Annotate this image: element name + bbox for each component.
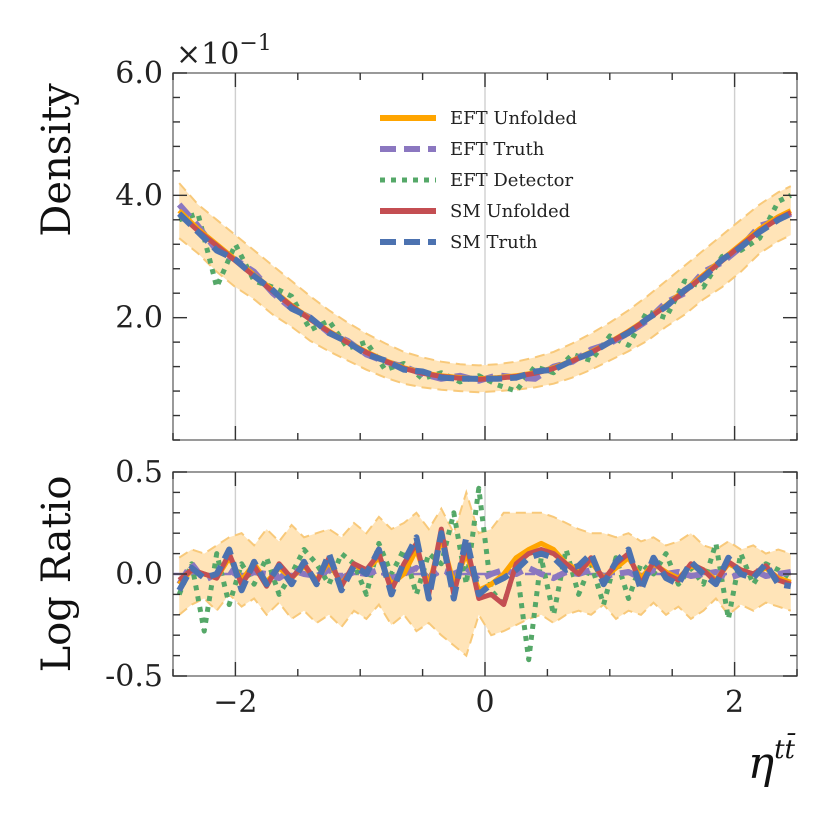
bottom-ytick-label: 0.0 bbox=[115, 557, 163, 592]
top-multiplier-exponent: −1 bbox=[239, 31, 271, 56]
x-axis-label: ηtt̄ bbox=[748, 732, 796, 789]
legend-label-eft-truth: EFT Truth bbox=[450, 139, 545, 160]
top-multiplier-base: ×10 bbox=[176, 37, 239, 72]
top-series-sm-truth bbox=[177, 211, 793, 382]
bottom-y-tick-labels: -0.5 0.0 0.5 bbox=[105, 455, 163, 694]
x-tick-label: 0 bbox=[475, 685, 494, 720]
top-ytick-label: 6.0 bbox=[115, 56, 163, 91]
legend-label-sm-truth: SM Truth bbox=[450, 232, 538, 253]
bottom-ytick-label: 0.5 bbox=[115, 455, 163, 490]
x-axis-label-sup: tt̄ bbox=[774, 732, 796, 765]
bottom-band-lower-edge bbox=[178, 592, 792, 658]
x-tick-labels: −2 0 2 bbox=[213, 685, 744, 720]
bottom-series-sm-truth bbox=[176, 530, 792, 602]
top-ytick-label: 2.0 bbox=[115, 301, 163, 336]
top-panel: 2.04.06.0 ×10−1 Density EFT UnfoldedEFT … bbox=[34, 31, 798, 441]
legend: EFT Unfolded EFT Truth EFT Detector SM Unfo… bbox=[380, 108, 577, 253]
bottom-ytick-label: -0.5 bbox=[105, 659, 163, 694]
legend-label-eft-detector: EFT Detector bbox=[450, 170, 573, 191]
bottom-panel: -0.5 0.0 0.5 −2 0 2 Log Ratio bbox=[34, 455, 798, 720]
x-tick-label: 2 bbox=[725, 685, 744, 720]
top-series-group bbox=[176, 193, 793, 394]
bottom-series-group bbox=[176, 485, 793, 663]
legend-label-sm-unfolded: SM Unfolded bbox=[450, 201, 570, 222]
top-ticks bbox=[172, 72, 798, 441]
bottom-y-axis-label: Log Ratio bbox=[34, 476, 80, 673]
x-axis-label-base: η bbox=[748, 738, 774, 789]
top-multiplier: ×10−1 bbox=[176, 31, 272, 72]
top-band-upper-edge bbox=[178, 182, 792, 367]
top-y-axis-label: Density bbox=[34, 83, 80, 237]
top-band-fill bbox=[179, 183, 791, 393]
top-uncertainty-band bbox=[178, 182, 792, 394]
bottom-series-eft-truth bbox=[176, 560, 792, 586]
top-y-tick-labels: 2.0 4.0 6.0 bbox=[115, 56, 163, 336]
x-tick-label: −2 bbox=[213, 685, 257, 720]
top-band-lower-edge bbox=[178, 234, 792, 394]
top-ytick-label: 4.0 bbox=[115, 178, 163, 213]
legend-label-eft-unfolded: EFT Unfolded bbox=[450, 108, 577, 129]
bottom-ticks bbox=[172, 471, 798, 677]
bottom-series-eft-detector bbox=[176, 485, 793, 663]
